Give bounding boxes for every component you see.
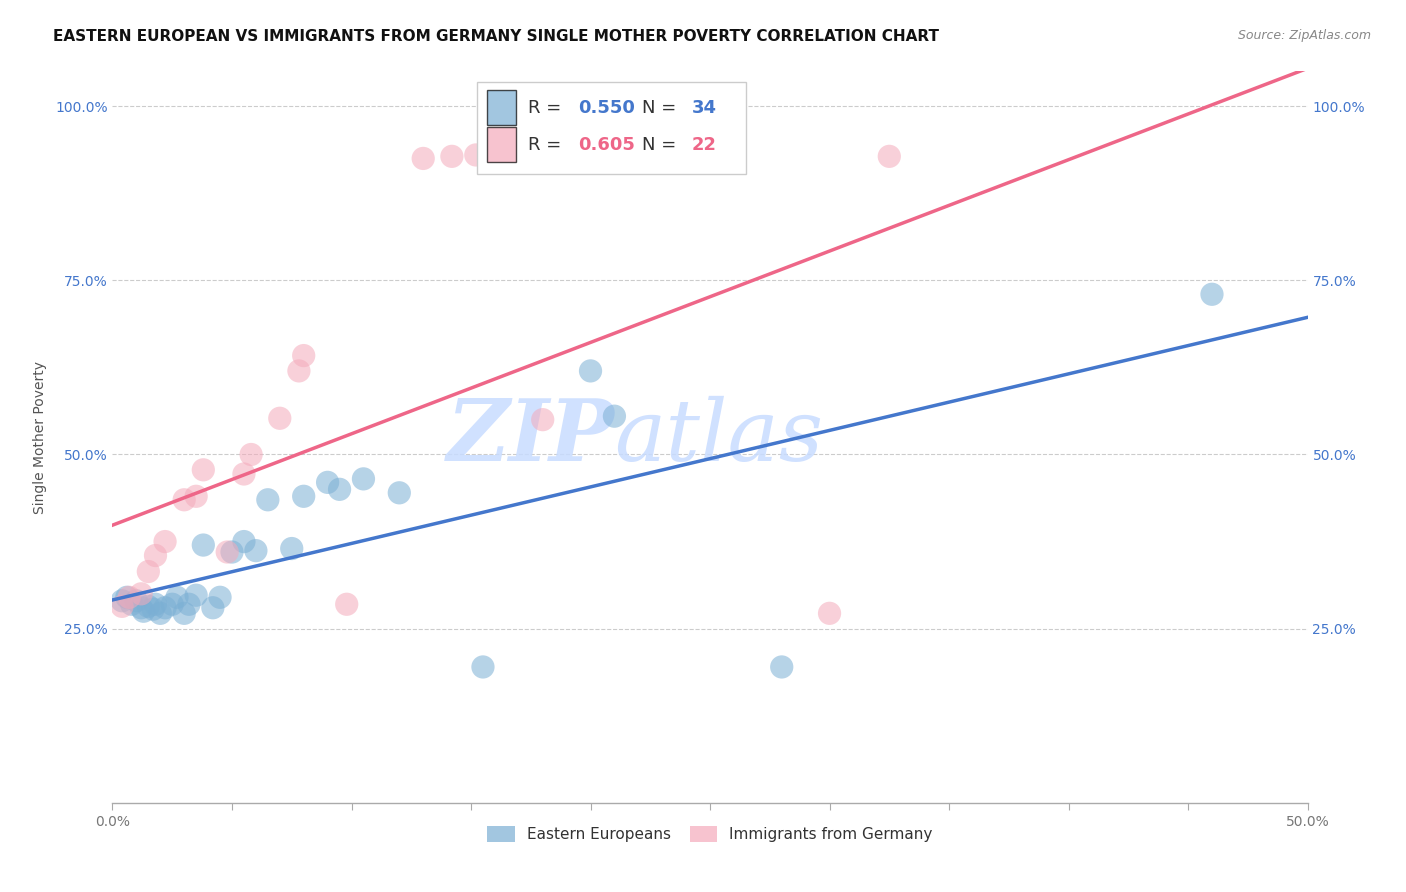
Y-axis label: Single Mother Poverty: Single Mother Poverty	[32, 360, 46, 514]
FancyBboxPatch shape	[477, 82, 747, 174]
Point	[245, 543, 267, 558]
Point	[138, 565, 160, 579]
Point	[412, 152, 434, 166]
Point	[118, 591, 141, 605]
Point	[209, 591, 232, 605]
Point	[288, 364, 311, 378]
Point	[603, 409, 626, 424]
Point	[186, 489, 208, 503]
Point	[292, 489, 315, 503]
Point	[464, 148, 486, 162]
Point	[138, 599, 160, 614]
Point	[388, 485, 411, 500]
Text: ZIP: ZIP	[447, 395, 614, 479]
Point	[329, 483, 352, 497]
FancyBboxPatch shape	[486, 90, 516, 126]
FancyBboxPatch shape	[486, 127, 516, 162]
Text: N =: N =	[643, 136, 682, 153]
Point	[352, 472, 374, 486]
Text: 22: 22	[692, 136, 717, 153]
Text: R =: R =	[529, 136, 568, 153]
Point	[201, 600, 224, 615]
Point	[173, 607, 195, 621]
Point	[440, 149, 463, 163]
Point	[186, 588, 208, 602]
Point	[579, 364, 602, 378]
Point	[269, 411, 291, 425]
Text: EASTERN EUROPEAN VS IMMIGRANTS FROM GERMANY SINGLE MOTHER POVERTY CORRELATION CH: EASTERN EUROPEAN VS IMMIGRANTS FROM GERM…	[53, 29, 939, 44]
Point	[221, 545, 243, 559]
Point	[177, 597, 200, 611]
Point	[145, 549, 167, 563]
Point	[153, 534, 176, 549]
Point	[292, 349, 315, 363]
Point	[316, 475, 339, 490]
Point	[129, 587, 152, 601]
Point	[818, 607, 841, 621]
Text: 34: 34	[692, 99, 717, 117]
Point	[125, 594, 148, 608]
Point	[111, 594, 134, 608]
Point	[121, 597, 143, 611]
Point	[240, 448, 263, 462]
Text: atlas: atlas	[614, 396, 824, 478]
Point	[193, 538, 215, 552]
Text: R =: R =	[529, 99, 568, 117]
Point	[166, 591, 188, 605]
Point	[115, 591, 138, 605]
Point	[770, 660, 793, 674]
Point	[193, 463, 215, 477]
Point	[233, 467, 256, 481]
Point	[162, 597, 183, 611]
Point	[257, 492, 280, 507]
Point	[129, 600, 152, 615]
Point	[233, 534, 256, 549]
Point	[132, 604, 155, 618]
Text: N =: N =	[643, 99, 682, 117]
Point	[217, 545, 239, 559]
Point	[1201, 287, 1223, 301]
Point	[111, 599, 134, 614]
Point	[281, 541, 304, 556]
Text: 0.605: 0.605	[579, 136, 636, 153]
Point	[142, 602, 165, 616]
Point	[531, 412, 554, 426]
Point	[153, 600, 176, 615]
Text: Source: ZipAtlas.com: Source: ZipAtlas.com	[1237, 29, 1371, 42]
Point	[336, 597, 359, 611]
Point	[145, 597, 167, 611]
Point	[879, 149, 901, 163]
Point	[472, 660, 495, 674]
Legend: Eastern Europeans, Immigrants from Germany: Eastern Europeans, Immigrants from Germa…	[479, 819, 941, 850]
Point	[149, 607, 172, 621]
Text: 0.550: 0.550	[579, 99, 636, 117]
Point	[173, 492, 195, 507]
